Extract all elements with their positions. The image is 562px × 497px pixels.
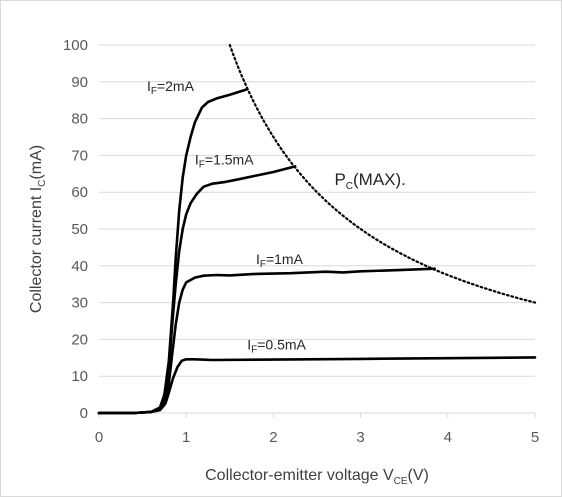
pc-max-curve: [228, 43, 537, 304]
series-label-if1ma: IF=1mA: [256, 251, 304, 270]
y-tick-label-100: 100: [63, 37, 88, 54]
y-tick-label-10: 10: [71, 368, 88, 385]
x-axis-title-sub: CE: [394, 476, 408, 487]
y-tick-label-30: 30: [71, 295, 88, 312]
y-tick-label-80: 80: [71, 111, 88, 128]
y-tick-label-0: 0: [80, 405, 88, 422]
y-tick-label-40: 40: [71, 258, 88, 275]
series-line-if1ma: [97, 267, 437, 415]
pc-max-label: PC(MAX).: [334, 170, 405, 192]
x-tick-label-1: 1: [182, 429, 190, 446]
y-axis-title-suffix: (mA): [28, 145, 45, 180]
series-label-if1.5ma: IF=1.5mA: [195, 152, 254, 171]
y-tick-label-60: 60: [71, 184, 88, 201]
curve-layer: [97, 43, 537, 415]
x-axis-title-main: Collector-emitter voltage V: [205, 467, 394, 484]
label-layer: IF=2mA IF=1.5mA IF=1mA IF=0.5mA PC(MAX).: [147, 78, 406, 355]
x-tick-label-2: 2: [269, 429, 277, 446]
series-line-if0.5ma: [97, 356, 537, 415]
x-tick-label-5: 5: [531, 429, 539, 446]
series-label-if0.5ma: IF=0.5mA: [247, 336, 306, 355]
axis-layer: 0 10 20 30 40 50 60 70 80 90 100 0 1 2 3 4 5: [63, 37, 539, 446]
x-tick-label-0: 0: [95, 429, 103, 446]
y-tick-label-70: 70: [71, 147, 88, 164]
x-tick-label-3: 3: [356, 429, 364, 446]
y-axis-title-main: Collector current I: [28, 187, 45, 313]
y-tick-label-20: 20: [71, 331, 88, 348]
y-axis-title-sub: C: [37, 180, 48, 187]
grid-layer: [99, 44, 535, 414]
x-axis-title-suffix: (V): [408, 467, 429, 484]
series-line-if2ma: [97, 87, 249, 415]
x-axis-title: Collector-emitter voltage VCE(V): [205, 467, 429, 487]
y-tick-label-90: 90: [71, 74, 88, 91]
y-tick-label-50: 50: [71, 221, 88, 238]
x-tick-label-4: 4: [444, 429, 452, 446]
y-axis-title: Collector current IC(mA): [28, 145, 48, 313]
series-label-if2ma: IF=2mA: [147, 78, 195, 97]
